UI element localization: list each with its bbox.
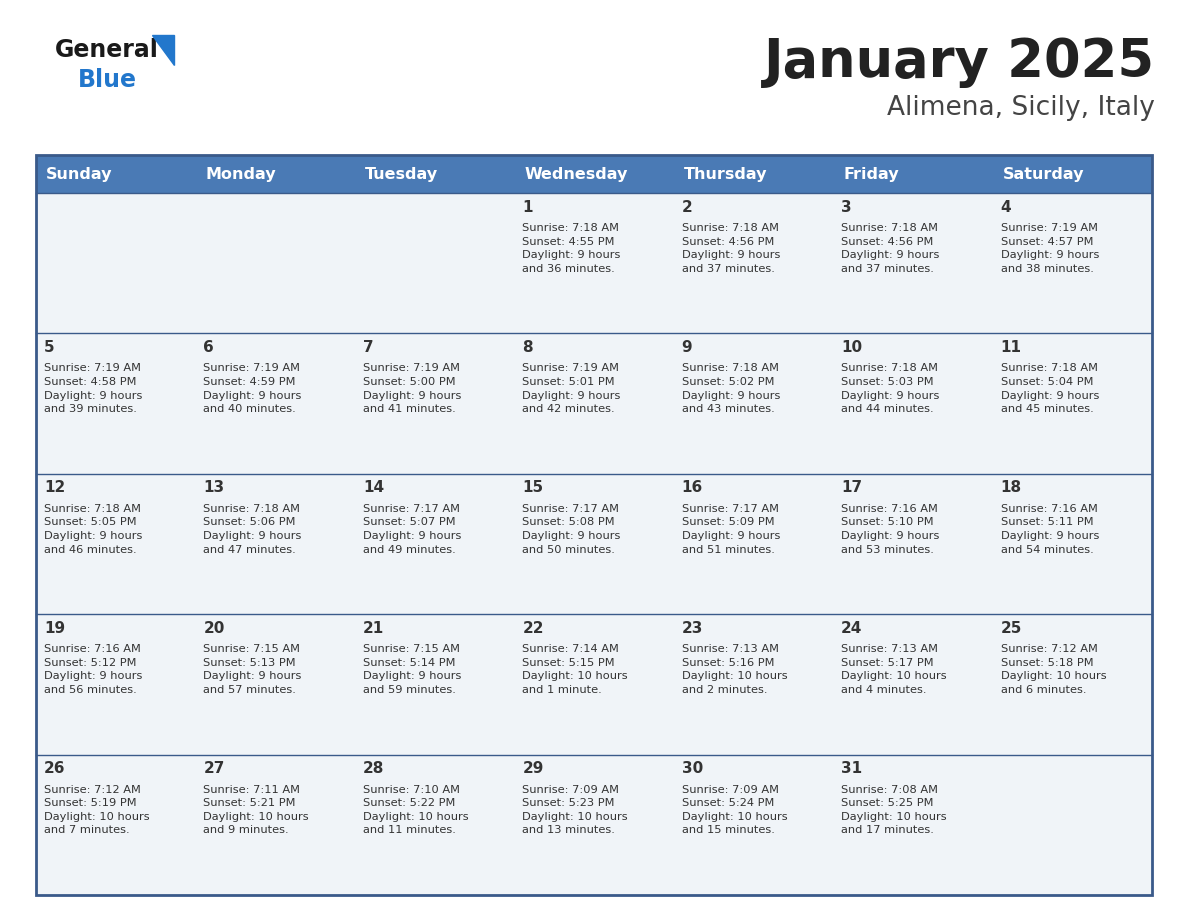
Bar [36,755,1152,895]
Text: 2: 2 [682,199,693,215]
Text: 17: 17 [841,480,862,496]
Text: Sunrise: 7:18 AM
Sunset: 5:04 PM
Daylight: 9 hours
and 45 minutes.: Sunrise: 7:18 AM Sunset: 5:04 PM Dayligh… [1000,364,1099,414]
Text: Sunrise: 7:18 AM
Sunset: 5:03 PM
Daylight: 9 hours
and 44 minutes.: Sunrise: 7:18 AM Sunset: 5:03 PM Dayligh… [841,364,940,414]
Text: Sunrise: 7:09 AM
Sunset: 5:24 PM
Daylight: 10 hours
and 15 minutes.: Sunrise: 7:09 AM Sunset: 5:24 PM Dayligh… [682,785,788,835]
Text: 26: 26 [44,761,65,776]
Text: Sunrise: 7:18 AM
Sunset: 4:56 PM
Daylight: 9 hours
and 37 minutes.: Sunrise: 7:18 AM Sunset: 4:56 PM Dayligh… [682,223,781,274]
Text: Sunrise: 7:17 AM
Sunset: 5:07 PM
Daylight: 9 hours
and 49 minutes.: Sunrise: 7:17 AM Sunset: 5:07 PM Dayligh… [362,504,461,554]
Text: 18: 18 [1000,480,1022,496]
Text: Sunrise: 7:08 AM
Sunset: 5:25 PM
Daylight: 10 hours
and 17 minutes.: Sunrise: 7:08 AM Sunset: 5:25 PM Dayligh… [841,785,947,835]
Text: Sunrise: 7:17 AM
Sunset: 5:09 PM
Daylight: 9 hours
and 51 minutes.: Sunrise: 7:17 AM Sunset: 5:09 PM Dayligh… [682,504,781,554]
Text: 25: 25 [1000,621,1022,635]
Text: 13: 13 [203,480,225,496]
Text: Monday: Monday [206,166,276,182]
Text: Sunrise: 7:09 AM
Sunset: 5:23 PM
Daylight: 10 hours
and 13 minutes.: Sunrise: 7:09 AM Sunset: 5:23 PM Dayligh… [523,785,628,835]
Text: Sunrise: 7:19 AM
Sunset: 4:57 PM
Daylight: 9 hours
and 38 minutes.: Sunrise: 7:19 AM Sunset: 4:57 PM Dayligh… [1000,223,1099,274]
Text: 27: 27 [203,761,225,776]
Text: Sunrise: 7:16 AM
Sunset: 5:12 PM
Daylight: 9 hours
and 56 minutes.: Sunrise: 7:16 AM Sunset: 5:12 PM Dayligh… [44,644,143,695]
Text: 12: 12 [44,480,65,496]
Text: 21: 21 [362,621,384,635]
Text: 16: 16 [682,480,703,496]
Bar [36,333,1152,474]
Text: January 2025: January 2025 [764,36,1155,88]
Text: 24: 24 [841,621,862,635]
Text: Blue: Blue [78,68,137,92]
Bar [36,193,1152,333]
Text: Sunrise: 7:18 AM
Sunset: 5:02 PM
Daylight: 9 hours
and 43 minutes.: Sunrise: 7:18 AM Sunset: 5:02 PM Dayligh… [682,364,781,414]
Text: Sunrise: 7:15 AM
Sunset: 5:13 PM
Daylight: 9 hours
and 57 minutes.: Sunrise: 7:15 AM Sunset: 5:13 PM Dayligh… [203,644,302,695]
Text: Sunrise: 7:16 AM
Sunset: 5:11 PM
Daylight: 9 hours
and 54 minutes.: Sunrise: 7:16 AM Sunset: 5:11 PM Dayligh… [1000,504,1099,554]
Text: Sunrise: 7:16 AM
Sunset: 5:10 PM
Daylight: 9 hours
and 53 minutes.: Sunrise: 7:16 AM Sunset: 5:10 PM Dayligh… [841,504,940,554]
Text: Sunrise: 7:12 AM
Sunset: 5:18 PM
Daylight: 10 hours
and 6 minutes.: Sunrise: 7:12 AM Sunset: 5:18 PM Dayligh… [1000,644,1106,695]
Text: 1: 1 [523,199,532,215]
Text: Sunrise: 7:19 AM
Sunset: 4:58 PM
Daylight: 9 hours
and 39 minutes.: Sunrise: 7:19 AM Sunset: 4:58 PM Dayligh… [44,364,143,414]
Polygon shape [152,35,173,65]
Text: 11: 11 [1000,340,1022,355]
Text: Sunrise: 7:19 AM
Sunset: 5:01 PM
Daylight: 9 hours
and 42 minutes.: Sunrise: 7:19 AM Sunset: 5:01 PM Dayligh… [523,364,620,414]
Text: 15: 15 [523,480,543,496]
Text: 28: 28 [362,761,384,776]
Text: 5: 5 [44,340,55,355]
Text: Sunrise: 7:14 AM
Sunset: 5:15 PM
Daylight: 10 hours
and 1 minute.: Sunrise: 7:14 AM Sunset: 5:15 PM Dayligh… [523,644,628,695]
Text: 29: 29 [523,761,544,776]
Text: Sunrise: 7:13 AM
Sunset: 5:17 PM
Daylight: 10 hours
and 4 minutes.: Sunrise: 7:13 AM Sunset: 5:17 PM Dayligh… [841,644,947,695]
Text: 3: 3 [841,199,852,215]
Text: Wednesday: Wednesday [524,166,627,182]
Text: Sunrise: 7:15 AM
Sunset: 5:14 PM
Daylight: 9 hours
and 59 minutes.: Sunrise: 7:15 AM Sunset: 5:14 PM Dayligh… [362,644,461,695]
Bar [36,155,1152,895]
Bar [36,614,1152,755]
Bar [36,474,1152,614]
Text: 10: 10 [841,340,862,355]
Text: Sunrise: 7:19 AM
Sunset: 4:59 PM
Daylight: 9 hours
and 40 minutes.: Sunrise: 7:19 AM Sunset: 4:59 PM Dayligh… [203,364,302,414]
Text: 6: 6 [203,340,214,355]
Text: 8: 8 [523,340,533,355]
Text: Sunrise: 7:18 AM
Sunset: 4:56 PM
Daylight: 9 hours
and 37 minutes.: Sunrise: 7:18 AM Sunset: 4:56 PM Dayligh… [841,223,940,274]
Text: Tuesday: Tuesday [365,166,438,182]
Text: Sunrise: 7:12 AM
Sunset: 5:19 PM
Daylight: 10 hours
and 7 minutes.: Sunrise: 7:12 AM Sunset: 5:19 PM Dayligh… [44,785,150,835]
Text: 7: 7 [362,340,373,355]
Text: 31: 31 [841,761,862,776]
Text: Sunrise: 7:18 AM
Sunset: 5:05 PM
Daylight: 9 hours
and 46 minutes.: Sunrise: 7:18 AM Sunset: 5:05 PM Dayligh… [44,504,143,554]
Text: General: General [55,38,159,62]
Text: 9: 9 [682,340,693,355]
Text: Alimena, Sicily, Italy: Alimena, Sicily, Italy [887,95,1155,121]
Text: Friday: Friday [843,166,899,182]
Text: Sunday: Sunday [46,166,113,182]
Text: 23: 23 [682,621,703,635]
Text: 30: 30 [682,761,703,776]
Text: Sunrise: 7:10 AM
Sunset: 5:22 PM
Daylight: 10 hours
and 11 minutes.: Sunrise: 7:10 AM Sunset: 5:22 PM Dayligh… [362,785,468,835]
Text: Sunrise: 7:18 AM
Sunset: 5:06 PM
Daylight: 9 hours
and 47 minutes.: Sunrise: 7:18 AM Sunset: 5:06 PM Dayligh… [203,504,302,554]
Text: 22: 22 [523,621,544,635]
Text: 14: 14 [362,480,384,496]
Text: Sunrise: 7:17 AM
Sunset: 5:08 PM
Daylight: 9 hours
and 50 minutes.: Sunrise: 7:17 AM Sunset: 5:08 PM Dayligh… [523,504,620,554]
Text: Sunrise: 7:19 AM
Sunset: 5:00 PM
Daylight: 9 hours
and 41 minutes.: Sunrise: 7:19 AM Sunset: 5:00 PM Dayligh… [362,364,461,414]
Bar [36,155,1152,193]
Text: 20: 20 [203,621,225,635]
Text: 19: 19 [44,621,65,635]
Text: Saturday: Saturday [1003,166,1085,182]
Text: Thursday: Thursday [684,166,767,182]
Text: 4: 4 [1000,199,1011,215]
Text: Sunrise: 7:11 AM
Sunset: 5:21 PM
Daylight: 10 hours
and 9 minutes.: Sunrise: 7:11 AM Sunset: 5:21 PM Dayligh… [203,785,309,835]
Text: Sunrise: 7:18 AM
Sunset: 4:55 PM
Daylight: 9 hours
and 36 minutes.: Sunrise: 7:18 AM Sunset: 4:55 PM Dayligh… [523,223,620,274]
Text: Sunrise: 7:13 AM
Sunset: 5:16 PM
Daylight: 10 hours
and 2 minutes.: Sunrise: 7:13 AM Sunset: 5:16 PM Dayligh… [682,644,788,695]
